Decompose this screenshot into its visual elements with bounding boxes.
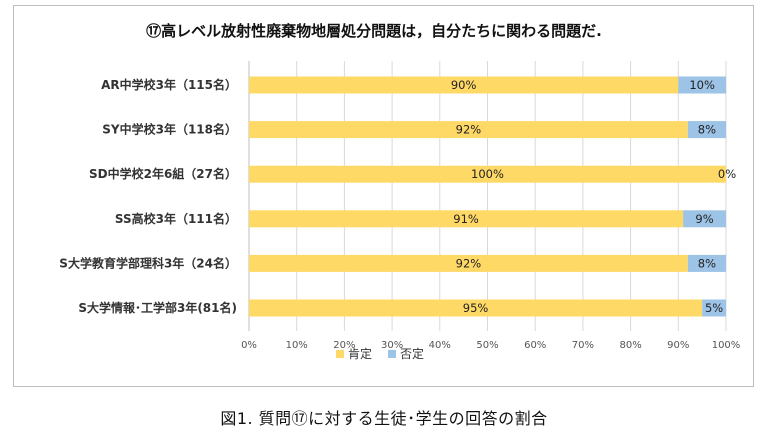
legend-label: 否定 [400,346,424,361]
bar-positive [249,165,726,183]
data-label: 9% [695,212,713,226]
x-tick-label: 20% [333,340,355,351]
x-tick-label: 50% [476,340,498,351]
data-label: 91% [453,212,479,226]
x-tick-label: 80% [619,340,641,351]
bar-negative [678,76,726,94]
data-label: 100% [471,167,504,181]
x-tick-label: 100% [712,340,741,351]
chart-frame: ⑰高レベル放射性廃棄物地層処分問題は，自分たちに関わる問題だ. 0% 10% 20%… [13,5,754,387]
data-label: 92% [456,123,482,137]
chart-title: ⑰高レベル放射性廃棄物地層処分問題は，自分たちに関わる問題だ. [146,22,602,40]
x-tick-label: 60% [524,340,546,351]
category-label: SY中学校3年（118名） [102,122,237,137]
stacked-bar-chart: ⑰高レベル放射性廃棄物地層処分問題は，自分たちに関わる問題だ. 0% 10% 20%… [59,22,741,361]
x-tick-label: 0% [241,340,257,351]
x-tick-label: 70% [572,340,594,351]
data-label: 90% [451,78,477,92]
legend-swatch [388,350,396,358]
x-tick-label: 30% [381,340,403,351]
data-label: 8% [698,123,716,137]
data-label: 0% [718,167,736,181]
legend-label: 肯定 [348,346,372,361]
category-label: S大学教育学部理科3年（24名） [59,255,237,270]
category-label: AR中学校3年（115名） [101,77,237,92]
data-label: 8% [698,256,716,270]
data-label: 5% [705,301,723,315]
category-label: SD中学校2年6組（27名） [89,166,237,181]
data-label: 92% [456,256,482,270]
data-label: 95% [463,301,489,315]
bar-positive [249,299,703,317]
bar-negative [683,210,726,228]
bar-positive [249,121,688,139]
bar-positive [249,254,688,272]
x-tick-label: 90% [667,340,689,351]
bar-negative [702,299,726,317]
bar-negative [687,254,726,272]
bar-positive [249,210,684,228]
category-label: SS高校3年（111名） [115,211,237,226]
bar-negative [687,121,726,139]
x-tick-label: 10% [286,340,308,351]
figure-caption: 図1. 質問⑰に対する生徒･学生の回答の割合 [220,409,548,428]
data-label: 10% [689,78,715,92]
x-tick-label: 40% [429,340,451,351]
category-label: S大学情報･工学部3年(81名) [78,300,237,315]
bar-positive [249,76,679,94]
legend-swatch [336,350,344,358]
